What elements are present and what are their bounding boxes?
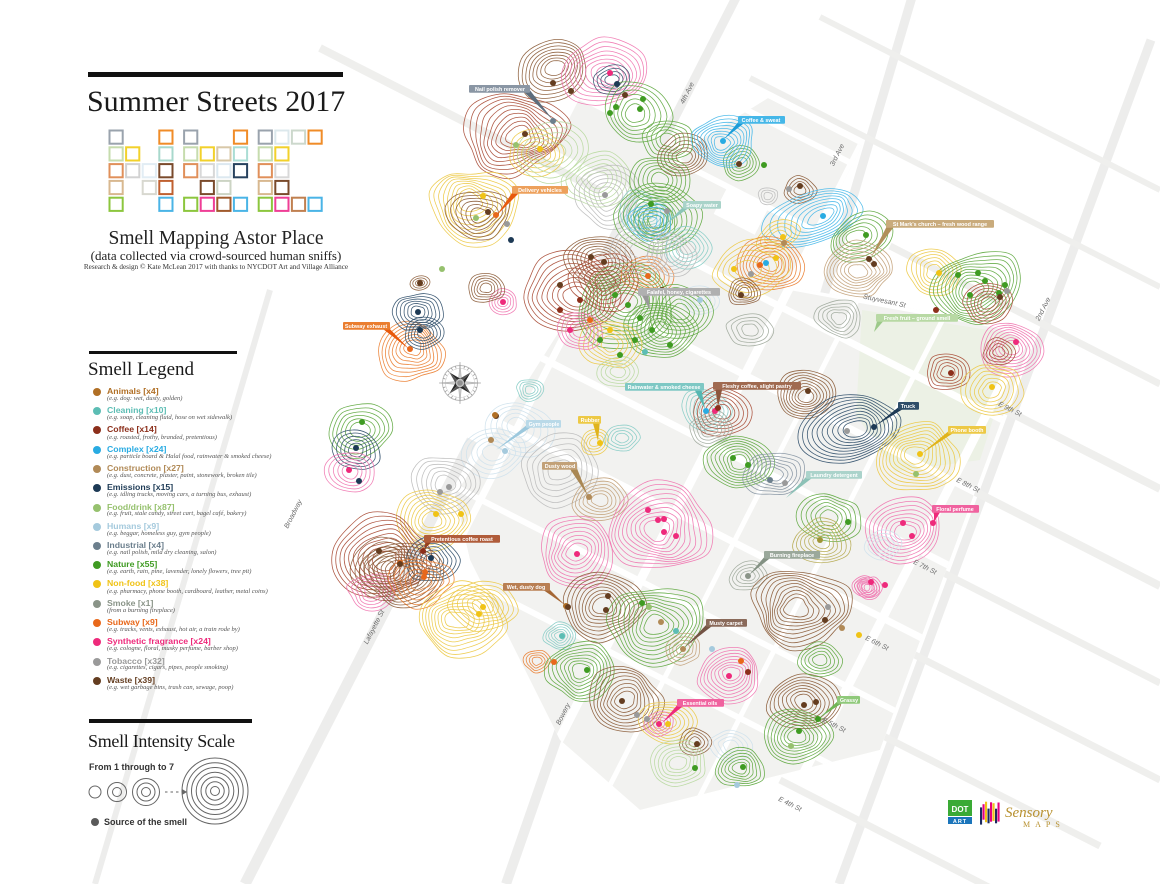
svg-text:Burning fireplace: Burning fireplace	[770, 553, 814, 559]
svg-text:Soapy water: Soapy water	[686, 203, 719, 209]
svg-text:Wet, dusty dog: Wet, dusty dog	[507, 585, 546, 591]
svg-text:Musty carpet: Musty carpet	[709, 621, 742, 627]
svg-text:Fresh fruit – ground smell: Fresh fruit – ground smell	[884, 316, 951, 322]
svg-text:Floral perfume: Floral perfume	[936, 507, 973, 513]
svg-text:Rainwater & smoked cheese: Rainwater & smoked cheese	[628, 385, 701, 391]
svg-text:Nail polish remover: Nail polish remover	[475, 87, 526, 93]
svg-text:Essential oils: Essential oils	[683, 701, 717, 707]
svg-text:Delivery vehicles: Delivery vehicles	[518, 188, 562, 194]
svg-text:MAPS: MAPS	[1023, 820, 1065, 829]
svg-text:Fleshy coffee, slight pastry: Fleshy coffee, slight pastry	[722, 384, 792, 390]
svg-text:Grassy: Grassy	[840, 698, 858, 704]
svg-text:Sensory: Sensory	[1005, 805, 1053, 821]
svg-text:Rubber: Rubber	[581, 418, 601, 424]
svg-text:Gym people: Gym people	[529, 422, 560, 428]
svg-text:Phone booth: Phone booth	[951, 428, 984, 434]
svg-text:Dusty wood: Dusty wood	[545, 464, 576, 470]
svg-text:E 4th St: E 4th St	[777, 796, 803, 814]
svg-text:Laundry detergent: Laundry detergent	[810, 473, 858, 479]
svg-text:Broadway: Broadway	[283, 498, 304, 529]
svg-text:Subway exhaust: Subway exhaust	[345, 324, 387, 330]
svg-text:St Mark's church – fresh wood: St Mark's church – fresh wood range	[893, 222, 987, 228]
svg-text:Truck: Truck	[901, 404, 915, 410]
svg-text:Coffee & sweat: Coffee & sweat	[742, 118, 781, 124]
svg-text:Pretentious coffee roast: Pretentious coffee roast	[431, 537, 493, 543]
svg-text:ART: ART	[953, 819, 967, 825]
svg-text:Falafel, honey, cigarettes: Falafel, honey, cigarettes	[647, 290, 711, 296]
svg-text:DOT: DOT	[952, 805, 969, 814]
